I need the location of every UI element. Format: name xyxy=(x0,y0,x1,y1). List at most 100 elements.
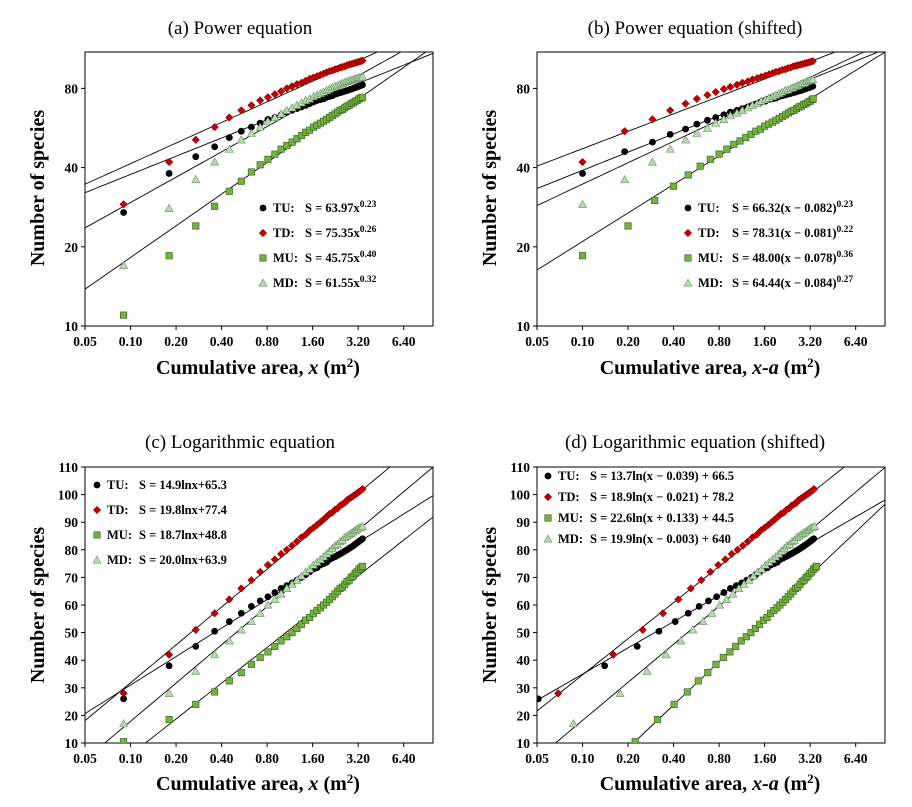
data-point xyxy=(747,629,755,637)
data-point xyxy=(706,567,715,577)
legend-equation-tu: S = 63.97x0.23 xyxy=(305,200,377,215)
data-point xyxy=(211,143,219,151)
fit-line-md xyxy=(85,52,402,229)
fit-line-tu xyxy=(537,52,880,189)
x-tick-label: 6.40 xyxy=(844,751,868,766)
data-point xyxy=(537,695,542,703)
x-variable: x-a xyxy=(751,773,779,795)
data-point xyxy=(164,203,174,212)
data-point xyxy=(270,90,279,99)
data-point xyxy=(698,616,708,626)
data-point xyxy=(812,562,820,570)
data-point xyxy=(305,564,315,573)
data-point xyxy=(165,715,173,724)
data-point xyxy=(665,144,675,153)
legend-marker-mu xyxy=(684,254,692,262)
data-point xyxy=(256,567,265,577)
y-tick-label: 50 xyxy=(517,626,531,641)
legend-label-tu: TU: xyxy=(273,201,295,215)
data-point xyxy=(719,653,727,661)
y-tick-label: 80 xyxy=(65,543,79,558)
data-point xyxy=(358,484,367,494)
data-point xyxy=(271,642,279,650)
legend-marker-mu xyxy=(259,254,267,262)
x-axis-label: Cumulative area, x (m2) xyxy=(156,771,360,796)
data-point xyxy=(578,157,587,167)
fit-lines xyxy=(537,52,885,271)
x-tick-label: 1.60 xyxy=(753,751,777,766)
data-point xyxy=(164,157,174,167)
legend-equation-tu: S = 13.7ln(x − 0.039) + 66.5 xyxy=(590,469,734,483)
legend-label-td: TD: xyxy=(558,490,580,504)
exponent: 0.40 xyxy=(360,250,377,260)
legend-marker-td xyxy=(683,228,693,238)
legend-marker-md xyxy=(683,278,693,287)
series-td xyxy=(119,484,367,698)
data-point xyxy=(192,643,200,650)
legend-marker-tu xyxy=(544,472,552,480)
data-point xyxy=(264,155,272,163)
legend-equation-td: S = 75.35x0.26 xyxy=(305,225,377,240)
data-point xyxy=(684,171,692,179)
data-points xyxy=(119,484,368,743)
legend-equation-td: S = 19.8lnx+77.4 xyxy=(139,503,228,517)
data-point xyxy=(283,633,291,641)
data-point xyxy=(225,134,233,142)
data-point xyxy=(554,689,563,698)
data-point xyxy=(270,594,280,603)
x-tick-label: 0.80 xyxy=(707,334,731,349)
data-point xyxy=(638,625,647,634)
y-tick-label: 80 xyxy=(517,543,531,558)
y-tick-label: 20 xyxy=(517,240,531,255)
x-axis-label: Cumulative area, x (m2) xyxy=(156,355,360,380)
y-tick-label: 90 xyxy=(517,515,531,530)
legend-label-tu: TU: xyxy=(698,201,720,215)
x-axis-label: Cumulative area, x-a (m2) xyxy=(600,771,821,796)
legend-equation-mu: S = 18.7lnx+48.8 xyxy=(139,528,227,542)
x-tick-label: 0.10 xyxy=(119,334,143,349)
data-point xyxy=(264,593,272,601)
legend-label-md: MD: xyxy=(273,276,298,290)
data-point xyxy=(120,695,128,703)
data-point xyxy=(697,576,706,585)
data-point xyxy=(210,157,220,166)
data-point xyxy=(276,549,286,559)
data-point xyxy=(703,90,712,100)
data-point xyxy=(696,162,704,170)
data-point xyxy=(722,594,732,603)
series-md xyxy=(568,521,820,728)
data-point xyxy=(730,140,738,148)
data-point xyxy=(693,120,701,128)
y-tick-label: 60 xyxy=(65,598,79,613)
data-point xyxy=(658,609,668,618)
legend-marker-td xyxy=(258,228,268,238)
data-point xyxy=(702,123,712,132)
exponent: 0.32 xyxy=(360,275,377,285)
y-tick-label: 110 xyxy=(510,460,530,475)
x-tick-label: 1.60 xyxy=(301,751,325,766)
legend-equation-tu: S = 14.9lnx+65.3 xyxy=(139,478,227,492)
data-point xyxy=(263,116,273,125)
x-tick-label: 0.20 xyxy=(164,334,188,349)
data-point xyxy=(748,571,758,580)
data-point xyxy=(119,260,129,269)
x-tick-label: 3.20 xyxy=(798,751,822,766)
y-tick-label: 70 xyxy=(517,570,531,585)
data-point xyxy=(723,145,731,153)
y-tick-label: 10 xyxy=(517,736,531,751)
data-point xyxy=(601,662,609,670)
series-mu xyxy=(120,93,367,319)
data-point xyxy=(276,589,286,598)
legend-label-md: MD: xyxy=(698,276,723,290)
legend-label-md: MD: xyxy=(558,532,583,546)
data-point xyxy=(726,648,734,656)
chart-panel-a: (a) Power equation 0.05 0.10 0.20 0.40 0.80 1.… xyxy=(27,18,434,380)
exponent: 0.27 xyxy=(837,275,854,285)
data-point xyxy=(620,127,629,136)
data-point xyxy=(236,135,246,144)
data-point xyxy=(225,187,233,195)
data-point xyxy=(165,252,173,260)
y-axis-label: Number of species xyxy=(479,110,501,266)
y-tick-label: 80 xyxy=(517,81,531,96)
legend-label-td: TD: xyxy=(273,226,295,240)
